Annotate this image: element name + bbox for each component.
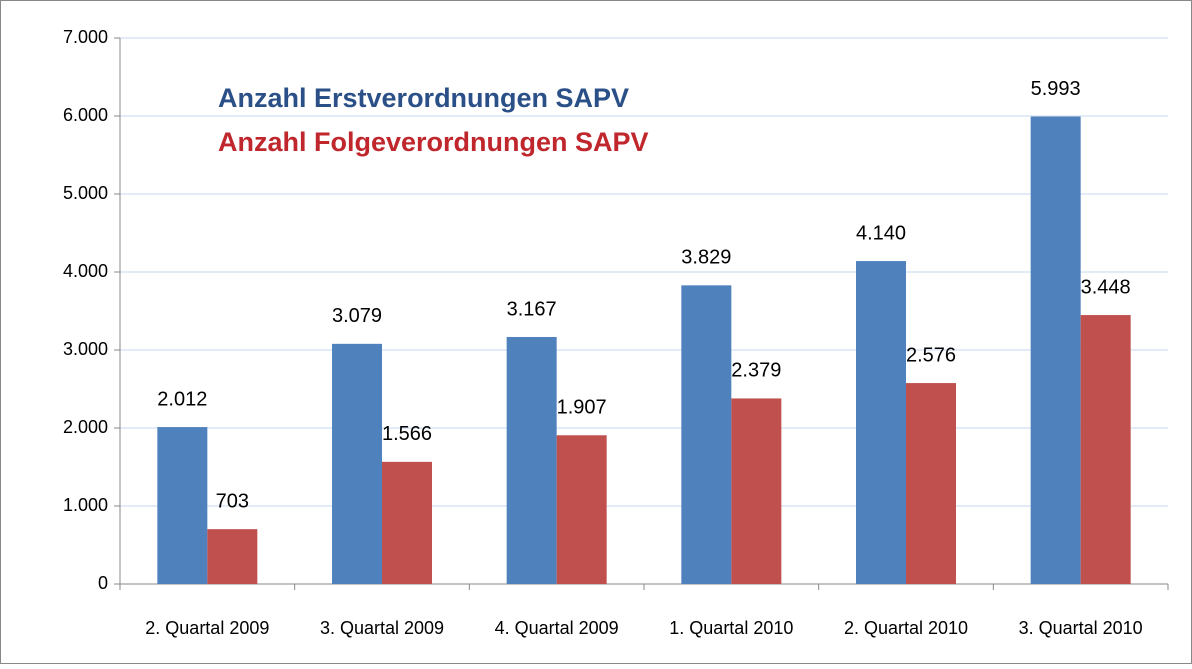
x-tick-label: 4. Quartal 2009 xyxy=(495,618,619,638)
bar xyxy=(681,285,732,584)
bar xyxy=(157,427,208,584)
bar xyxy=(207,529,258,584)
bar xyxy=(1030,116,1081,585)
y-tick-label: 4.000 xyxy=(63,261,108,281)
value-label: 5.993 xyxy=(1031,78,1081,100)
bar xyxy=(506,336,557,584)
value-label: 2.576 xyxy=(906,344,956,366)
value-label: 2.012 xyxy=(157,388,207,410)
legend-entry: Anzahl Folgeverordnungen SAPV xyxy=(218,127,649,157)
value-label: 3.448 xyxy=(1081,276,1131,298)
value-label: 1.907 xyxy=(557,397,607,419)
value-label: 3.079 xyxy=(332,305,382,327)
value-label: 3.829 xyxy=(681,247,731,269)
x-tick-label: 3. Quartal 2009 xyxy=(320,618,444,638)
value-label: 2.379 xyxy=(731,360,781,382)
bar xyxy=(856,261,906,584)
y-tick-label: 3.000 xyxy=(63,339,108,359)
y-tick-label: 2.000 xyxy=(63,417,108,437)
y-tick-label: 1.000 xyxy=(63,495,108,515)
legend-entry: Anzahl Erstverordnungen SAPV xyxy=(218,83,629,113)
y-tick-label: 0 xyxy=(98,573,108,593)
bar xyxy=(1080,315,1131,584)
bar xyxy=(382,461,432,584)
value-label: 703 xyxy=(216,490,249,512)
y-tick-label: 5.000 xyxy=(63,183,108,203)
x-tick-label: 2. Quartal 2010 xyxy=(844,618,968,638)
bar xyxy=(556,435,607,584)
x-tick-label: 3. Quartal 2010 xyxy=(1019,618,1143,638)
bar xyxy=(906,383,956,584)
x-tick-label: 1. Quartal 2010 xyxy=(669,618,793,638)
y-tick-label: 6.000 xyxy=(63,105,108,125)
y-tick-label: 7.000 xyxy=(63,27,108,47)
bar xyxy=(731,398,782,584)
value-label: 1.566 xyxy=(382,423,432,445)
value-label: 4.140 xyxy=(856,222,906,244)
x-tick-label: 2. Quartal 2009 xyxy=(145,618,269,638)
bar xyxy=(332,343,382,584)
value-label: 3.167 xyxy=(507,298,557,320)
